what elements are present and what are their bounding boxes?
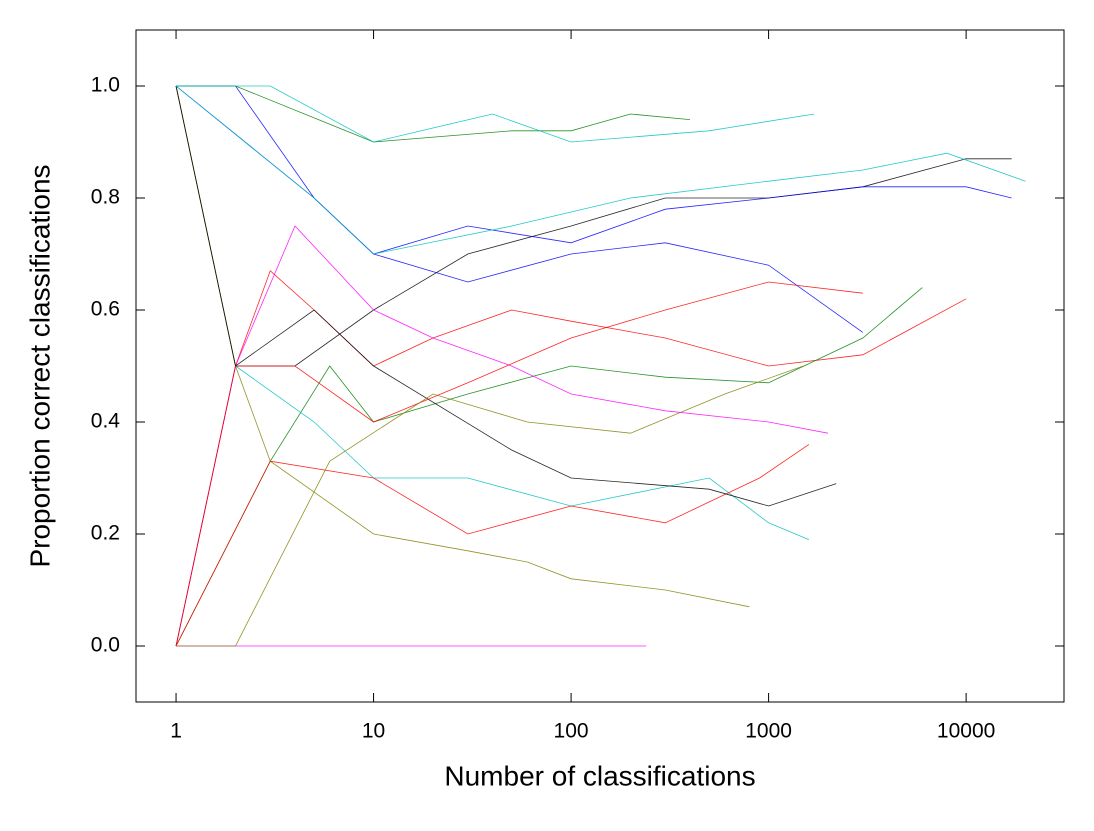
- y-tick-label: 0.8: [91, 186, 120, 209]
- x-axis-title: Number of classifications: [444, 760, 755, 791]
- series-line: [175, 281, 863, 647]
- series-line: [175, 287, 923, 647]
- x-tick-label: 1000: [745, 720, 792, 743]
- series-line: [175, 85, 810, 540]
- x-tick-label: 10000: [937, 720, 995, 743]
- series-line: [175, 85, 1012, 255]
- series-line: [176, 85, 691, 143]
- plot-frame: [135, 29, 1065, 703]
- series-line: [176, 85, 864, 333]
- y-tick-label: 0.2: [91, 522, 120, 545]
- y-tick-label: 0.4: [91, 410, 121, 433]
- series-line: [176, 365, 804, 647]
- x-tick-label: 100: [554, 720, 589, 743]
- series-line: [175, 85, 837, 507]
- series-line: [175, 158, 1012, 647]
- series-line: [175, 444, 810, 647]
- y-tick-label: 0.6: [91, 298, 120, 321]
- x-tick-label: 1: [170, 720, 182, 743]
- series-line: [175, 85, 1026, 255]
- y-tick-label: 1.0: [91, 74, 120, 97]
- series-line: [176, 85, 815, 143]
- y-tick-label: 0.0: [91, 634, 120, 657]
- series-line: [175, 85, 750, 608]
- y-axis-title: Proportion correct classifications: [24, 164, 55, 567]
- series-line: [175, 225, 829, 647]
- series-line: [175, 85, 967, 368]
- x-tick-label: 10: [362, 720, 385, 743]
